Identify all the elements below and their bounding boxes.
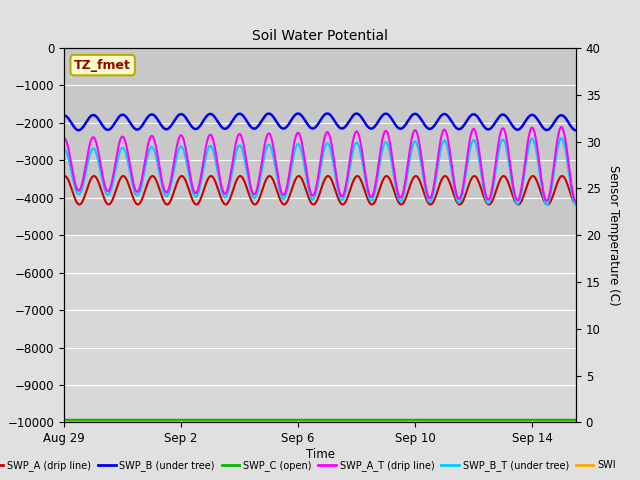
Text: TZ_fmet: TZ_fmet: [74, 59, 131, 72]
Bar: [64, 48, 576, 235]
Legend: SWP_A (drip line), SWP_B (under tree), SWP_C (open), SWP_A_T (drip line), SWP_B_: SWP_A (drip line), SWP_B (under tree), S…: [0, 456, 620, 475]
Title: Soil Water Potential: Soil Water Potential: [252, 29, 388, 43]
Y-axis label: Sensor Temperature (C): Sensor Temperature (C): [607, 165, 620, 305]
Y-axis label: Soil Water Potential (kPa): Soil Water Potential (kPa): [0, 160, 2, 310]
Bar: [64, 235, 576, 422]
X-axis label: Time: Time: [305, 448, 335, 461]
